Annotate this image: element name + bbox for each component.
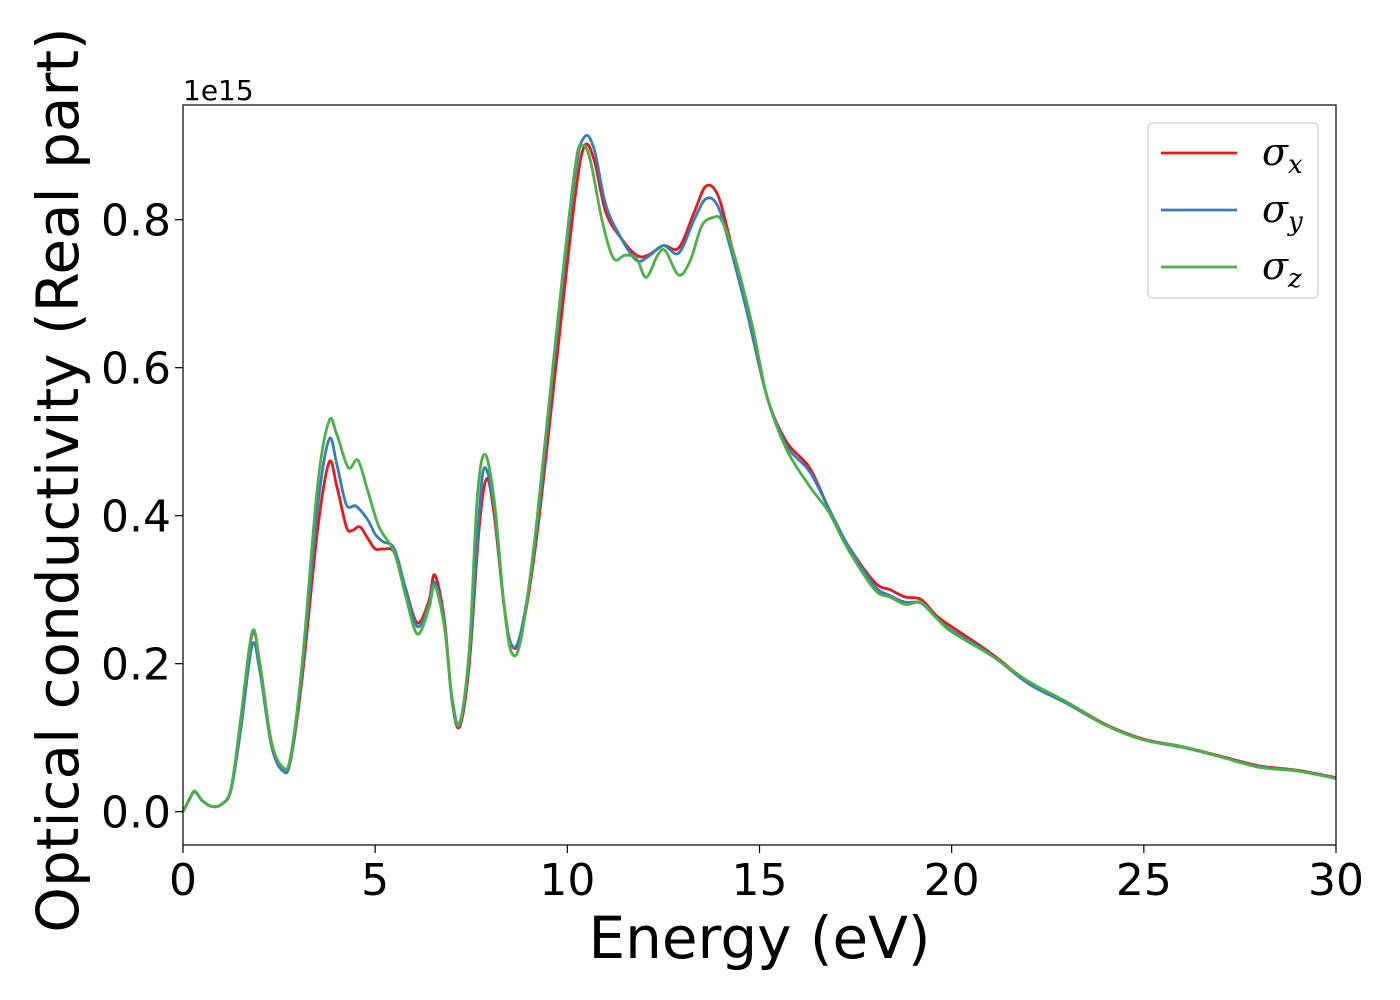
y-axis-title: Optical conductivity (Real part): [24, 27, 92, 932]
series-line-z: [181, 143, 1337, 813]
legend-label-y: σy: [1262, 187, 1303, 237]
y-offset-label: 1e15: [183, 74, 254, 107]
legend: σx σy σz: [1147, 122, 1319, 299]
y-tick-label: 0.6: [101, 344, 171, 395]
legend-label-z: σz: [1262, 244, 1302, 294]
x-tick-label: 10: [539, 855, 595, 906]
x-tick-label: 5: [361, 855, 389, 906]
y-tick-label: 0.4: [101, 492, 171, 543]
x-axis-title: Energy (eV): [588, 904, 930, 972]
series-layer: [181, 133, 1337, 813]
x-axis-ticks: 0 5 10 15 20 25 30: [169, 845, 1364, 906]
y-tick-label: 0.8: [101, 196, 171, 247]
y-axis-ticks: 0.0 0.2 0.4 0.6 0.8: [101, 196, 183, 839]
x-tick-label: 0: [169, 855, 197, 906]
x-tick-label: 20: [924, 855, 980, 906]
x-tick-label: 25: [1116, 855, 1172, 906]
x-tick-label: 30: [1308, 855, 1364, 906]
y-tick-label: 0.0: [101, 788, 171, 839]
legend-label-x: σx: [1262, 130, 1303, 180]
y-tick-label: 0.2: [101, 640, 171, 691]
x-tick-label: 15: [732, 855, 788, 906]
